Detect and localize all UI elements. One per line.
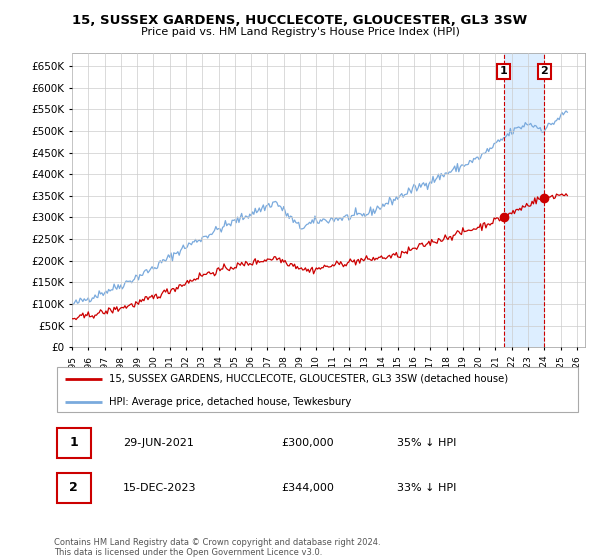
Text: 1: 1 (500, 66, 508, 76)
Text: 15-DEC-2023: 15-DEC-2023 (122, 483, 196, 493)
Text: 29-JUN-2021: 29-JUN-2021 (122, 438, 194, 448)
FancyBboxPatch shape (56, 428, 91, 458)
Text: £300,000: £300,000 (281, 438, 334, 448)
Text: 35% ↓ HPI: 35% ↓ HPI (397, 438, 457, 448)
Text: HPI: Average price, detached house, Tewkesbury: HPI: Average price, detached house, Tewk… (109, 397, 352, 407)
Text: 2: 2 (69, 481, 78, 494)
Text: 15, SUSSEX GARDENS, HUCCLECOTE, GLOUCESTER, GL3 3SW: 15, SUSSEX GARDENS, HUCCLECOTE, GLOUCEST… (73, 14, 527, 27)
Text: 15, SUSSEX GARDENS, HUCCLECOTE, GLOUCESTER, GL3 3SW (detached house): 15, SUSSEX GARDENS, HUCCLECOTE, GLOUCEST… (109, 374, 509, 384)
Bar (503, 53, 544, 347)
Text: 33% ↓ HPI: 33% ↓ HPI (397, 483, 457, 493)
Text: Contains HM Land Registry data © Crown copyright and database right 2024.
This d: Contains HM Land Registry data © Crown c… (54, 538, 380, 557)
FancyBboxPatch shape (56, 473, 91, 503)
Text: £344,000: £344,000 (281, 483, 334, 493)
Text: 1: 1 (69, 436, 78, 450)
Text: 2: 2 (541, 66, 548, 76)
FancyBboxPatch shape (56, 367, 578, 412)
Text: Price paid vs. HM Land Registry's House Price Index (HPI): Price paid vs. HM Land Registry's House … (140, 27, 460, 37)
